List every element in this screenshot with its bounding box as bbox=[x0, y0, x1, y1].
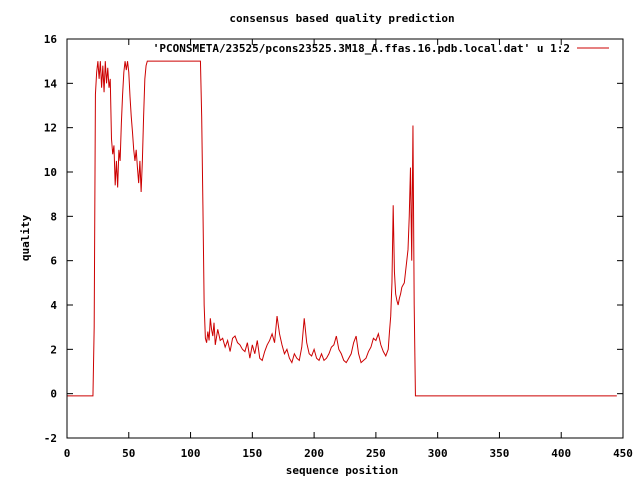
x-tick-label: 150 bbox=[242, 447, 262, 460]
y-tick-label: 2 bbox=[50, 343, 57, 356]
axis-ticks: 0 50 100 150 200 250 300 350 400 450 -2 0 2 4 6 8 10 12 14… bbox=[44, 33, 633, 460]
x-tick-label: 300 bbox=[428, 447, 448, 460]
y-tick-label: 14 bbox=[44, 77, 58, 90]
y-tick-label: 4 bbox=[50, 299, 57, 312]
y-tick-label: 16 bbox=[44, 33, 58, 46]
y-tick-label: 6 bbox=[50, 255, 57, 268]
x-tick-label: 350 bbox=[490, 447, 510, 460]
y-tick-label: 12 bbox=[44, 122, 57, 135]
x-tick-label: 0 bbox=[64, 447, 71, 460]
x-tick-label: 400 bbox=[551, 447, 571, 460]
x-tick-label: 450 bbox=[613, 447, 633, 460]
y-tick-label: 10 bbox=[44, 166, 57, 179]
chart-title: consensus based quality prediction bbox=[229, 12, 454, 25]
series-line bbox=[67, 60, 617, 397]
x-tick-label: 200 bbox=[304, 447, 324, 460]
plot-frame bbox=[66, 38, 624, 439]
legend: 'PCONSMETA/23525/pcons23525.3M18_A.ffas.… bbox=[153, 42, 609, 55]
series-layer bbox=[67, 60, 617, 397]
y-tick-label: 0 bbox=[50, 388, 57, 401]
y-tick-label: -2 bbox=[44, 432, 57, 445]
x-tick-label: 250 bbox=[366, 447, 386, 460]
y-axis-label: quality bbox=[19, 214, 32, 261]
x-tick-label: 100 bbox=[181, 447, 201, 460]
x-axis-label: sequence position bbox=[286, 464, 399, 477]
y-tick-label: 8 bbox=[50, 210, 57, 223]
legend-series-label: 'PCONSMETA/23525/pcons23525.3M18_A.ffas.… bbox=[153, 42, 570, 55]
x-tick-label: 50 bbox=[122, 447, 135, 460]
